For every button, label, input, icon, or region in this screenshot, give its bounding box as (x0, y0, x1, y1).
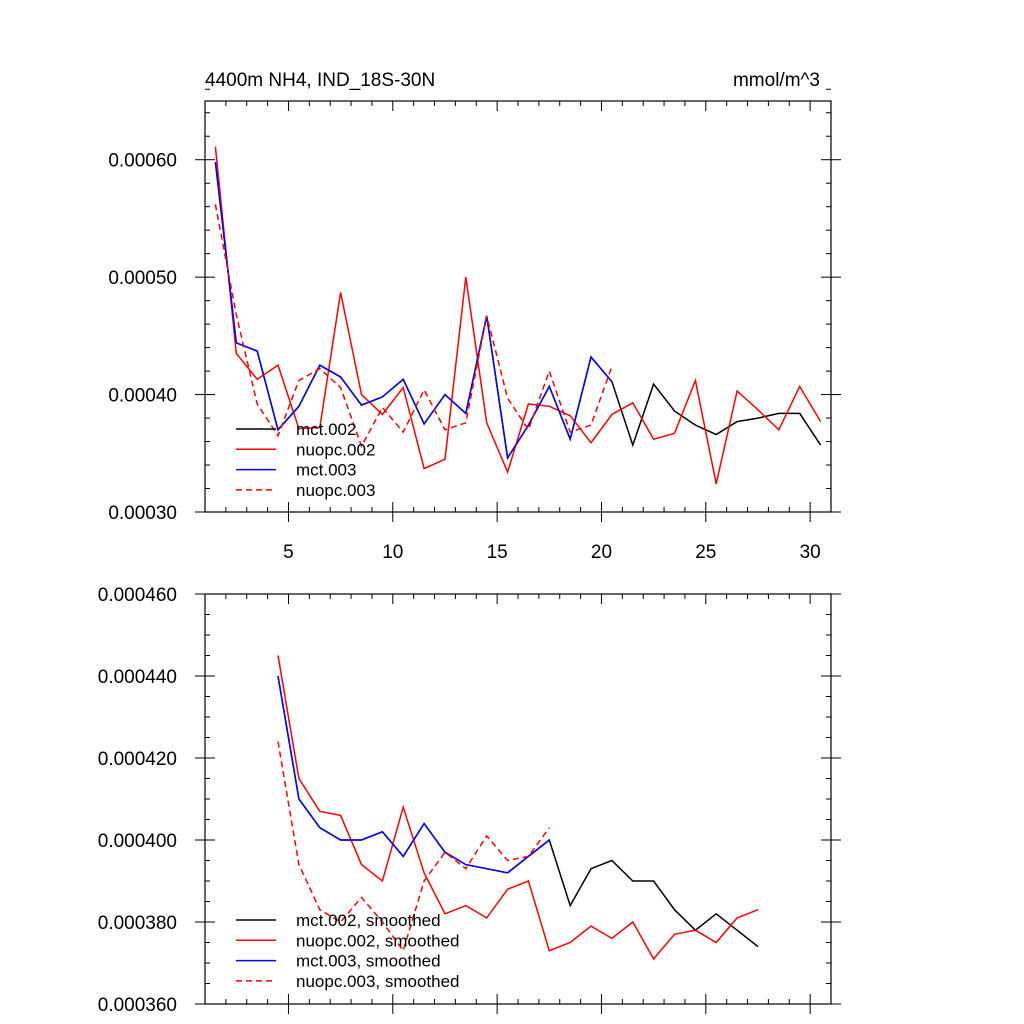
series-line-nuopc-003 (214, 204, 613, 449)
x-tick-label: 25 (695, 542, 716, 563)
series-line-nuopc-003-smoothed (277, 741, 550, 953)
y-tick-label: 0.000420 (98, 749, 177, 770)
top-series (214, 146, 822, 484)
top-ticks (195, 88, 841, 522)
x-tick-label: 15 (487, 542, 508, 563)
legend-label: mct.002, smoothed (296, 911, 441, 930)
legend-label: mct.003, smoothed (296, 952, 441, 971)
y-tick-label: 0.00060 (108, 151, 177, 172)
y-tick-label: 0.00040 (108, 386, 177, 407)
legend-label: nuopc.003 (296, 481, 375, 500)
y-tick-label: 0.00050 (108, 268, 177, 289)
y-tick-label: 0.00030 (108, 503, 177, 524)
top-chart-units: mmol/m^3 (733, 70, 820, 91)
bottom-panel: 0.000360 0.000380 0.000400 0.000420 0.000440… (98, 585, 841, 1016)
legend-label: nuopc.002, smoothed (296, 931, 460, 950)
legend-label: mct.003 (296, 461, 356, 480)
top-panel: 4400m NH4, IND_18S-30N mmol/m^3 0.000300… (108, 70, 841, 563)
top-tick-labels: 0.00030 0.00040 0.00050 0.00060 5 10 15 20 25 30 (108, 151, 820, 563)
x-tick-label: 20 (591, 542, 612, 563)
legend-label: nuopc.003, smoothed (296, 972, 460, 991)
x-tick-label: 30 (800, 542, 821, 563)
series-line-mct-002-smoothed (277, 675, 759, 948)
y-tick-label: 0.000380 (98, 913, 177, 934)
series-line-nuopc-002 (214, 146, 822, 484)
y-tick-label: 0.000400 (98, 831, 177, 852)
bottom-tick-labels: 0.000360 0.000380 0.000400 0.000420 0.000440… (98, 585, 177, 1016)
series-line-nuopc-002-smoothed (277, 655, 759, 961)
top-chart-title: 4400m NH4, IND_18S-30N (205, 70, 435, 91)
series-line-mct-003-smoothed (277, 675, 550, 874)
bottom-ticks (195, 593, 841, 1014)
legend-label: nuopc.002 (296, 440, 375, 459)
series-line-mct-002 (214, 162, 822, 461)
legend-label: mct.002 (296, 420, 356, 439)
y-tick-label: 0.000440 (98, 667, 177, 688)
bottom-series (277, 655, 759, 961)
y-tick-label: 0.000460 (98, 585, 177, 606)
series-line-mct-003 (214, 162, 613, 461)
y-tick-label: 0.000360 (98, 995, 177, 1016)
x-tick-label: 10 (382, 542, 403, 563)
x-tick-label: 5 (283, 542, 294, 563)
